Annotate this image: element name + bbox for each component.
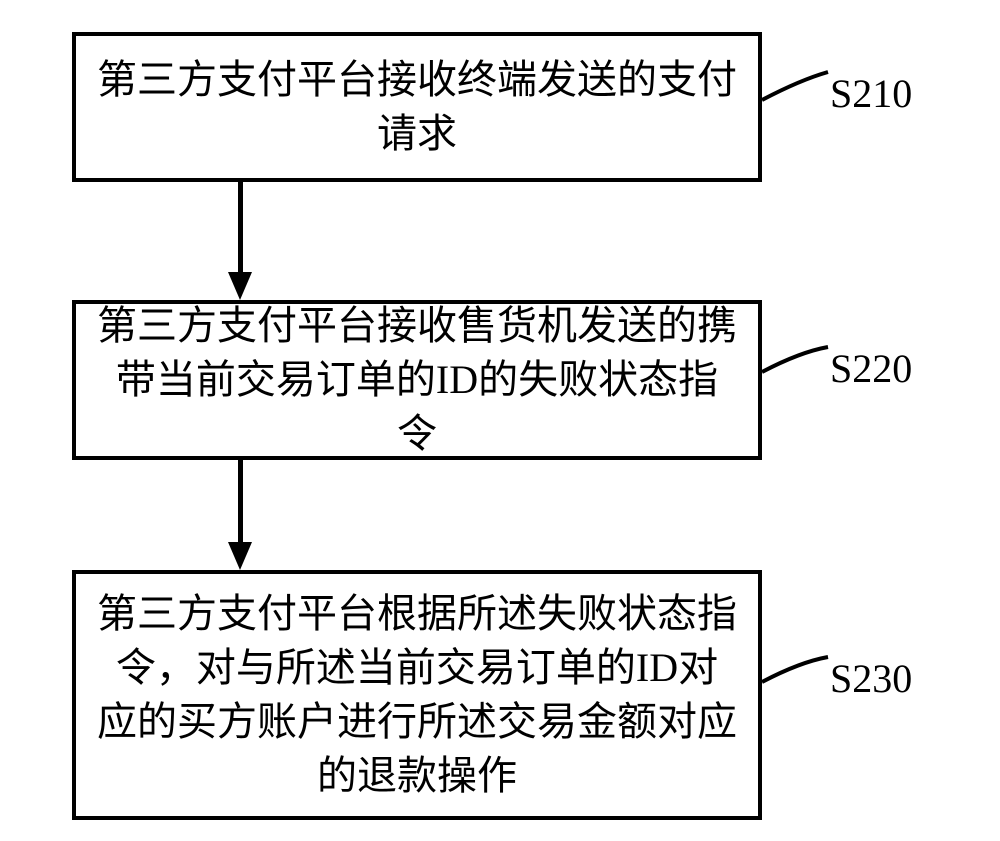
flow-step-box: 第三方支付平台根据所述失败状态指令，对与所述当前交易订单的ID对应的买方账户进行… [72, 570, 762, 820]
flow-arrow-head [228, 542, 252, 570]
flow-step-text: 第三方支付平台接收终端发送的支付请求 [96, 53, 738, 161]
flow-arrow-shaft [238, 460, 243, 542]
flowchart-canvas: 第三方支付平台接收终端发送的支付请求 S210 第三方支付平台接收售货机发送的携带当… [0, 0, 1000, 841]
flow-arrow-shaft [238, 182, 243, 272]
flow-step-label: S230 [830, 655, 912, 702]
flow-arrow-head [228, 272, 252, 300]
flow-step-label: S220 [830, 345, 912, 392]
flow-step-box: 第三方支付平台接收售货机发送的携带当前交易订单的ID的失败状态指令 [72, 300, 762, 460]
flow-step-text: 第三方支付平台接收售货机发送的携带当前交易订单的ID的失败状态指令 [96, 299, 738, 461]
flow-step-label: S210 [830, 70, 912, 117]
flow-step-box: 第三方支付平台接收终端发送的支付请求 [72, 32, 762, 182]
flow-step-text: 第三方支付平台根据所述失败状态指令，对与所述当前交易订单的ID对应的买方账户进行… [96, 587, 738, 803]
